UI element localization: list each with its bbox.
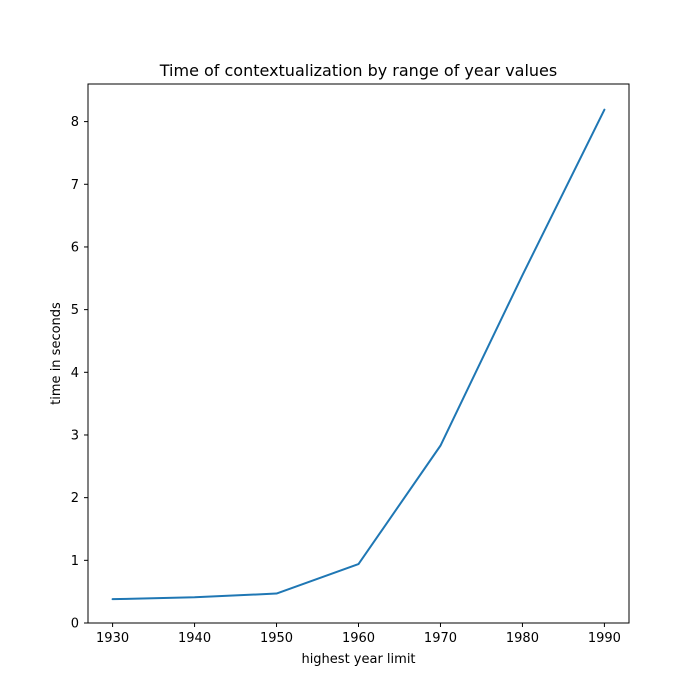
chart-title: Time of contextualization by range of ye… — [159, 61, 557, 80]
x-tick-label: 1950 — [260, 631, 293, 646]
y-tick-label: 2 — [71, 491, 79, 506]
x-axis-ticks: 1930 1940 1950 1960 1970 1980 1990 — [96, 623, 621, 646]
y-tick-label: 7 — [71, 178, 79, 193]
plot-area-frame — [87, 83, 630, 624]
y-tick-label: 1 — [71, 554, 79, 569]
y-tick-label: 5 — [71, 303, 79, 318]
y-axis-label: time in seconds — [49, 302, 64, 405]
y-tick-label: 8 — [71, 115, 79, 130]
y-axis-ticks: 0 1 2 3 4 5 6 7 8 — [71, 115, 88, 632]
y-tick-label: 4 — [71, 366, 79, 381]
series-line — [111, 108, 606, 601]
x-tick-label: 1980 — [506, 631, 539, 646]
x-axis-label: highest year limit — [301, 652, 415, 667]
x-tick-label: 1970 — [424, 631, 457, 646]
x-tick-label: 1930 — [96, 631, 129, 646]
x-tick-label: 1940 — [178, 631, 211, 646]
x-tick-label: 1990 — [588, 631, 621, 646]
y-tick-label: 3 — [71, 428, 79, 443]
x-tick-label: 1960 — [342, 631, 375, 646]
y-tick-label: 6 — [71, 240, 79, 255]
y-tick-label: 0 — [71, 617, 79, 632]
